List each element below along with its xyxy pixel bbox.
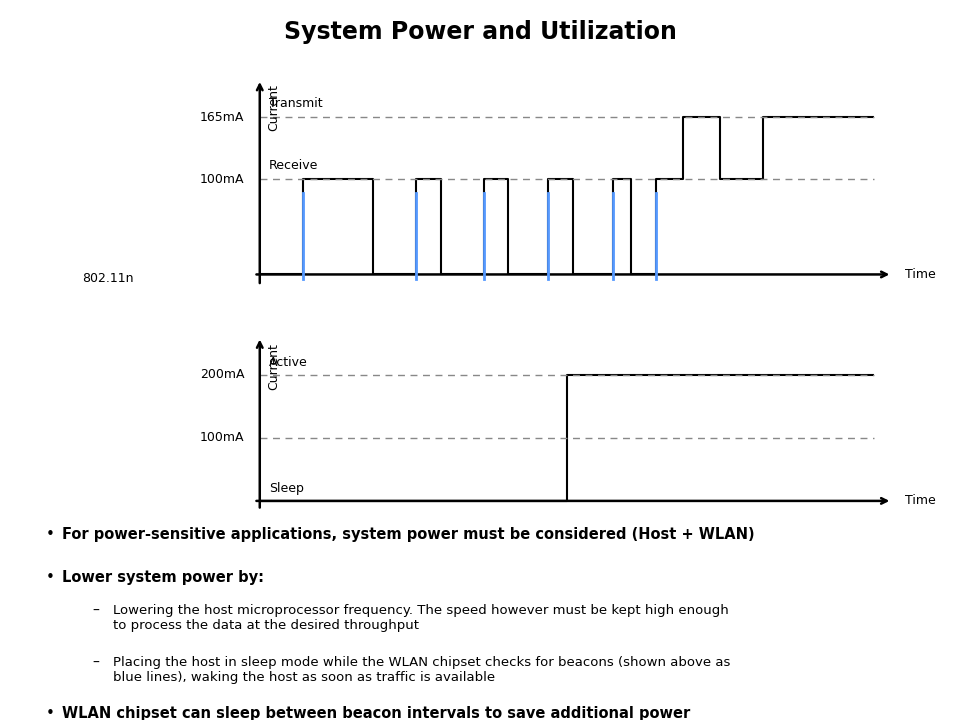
Text: TEXAS
INSTRUMENTS: TEXAS INSTRUMENTS <box>114 451 164 465</box>
Text: –: – <box>92 604 100 618</box>
Text: Receive: Receive <box>269 158 319 171</box>
Text: Current: Current <box>267 343 280 390</box>
Text: System Power and Utilization: System Power and Utilization <box>283 20 677 44</box>
Text: 200mA: 200mA <box>200 368 245 381</box>
Text: ✓: ✓ <box>84 229 93 238</box>
Text: Placing the host in sleep mode while the WLAN chipset checks for beacons (shown : Placing the host in sleep mode while the… <box>113 656 731 684</box>
Text: 100mA: 100mA <box>200 431 245 444</box>
Text: Current: Current <box>267 84 280 131</box>
Text: –: – <box>92 656 100 670</box>
Text: Sleep: Sleep <box>269 482 304 495</box>
Text: •: • <box>46 706 55 720</box>
Text: ✓: ✓ <box>84 454 93 463</box>
Text: 100mA: 100mA <box>200 173 245 186</box>
Text: 165mA: 165mA <box>200 111 245 124</box>
Text: •: • <box>46 527 55 542</box>
Text: TEXAS
INSTRUMENTS: TEXAS INSTRUMENTS <box>114 227 164 240</box>
Text: Lowering the host microprocessor frequency. The speed however must be kept high : Lowering the host microprocessor frequen… <box>113 604 729 632</box>
Text: Active: Active <box>269 356 308 369</box>
Text: •: • <box>46 570 55 585</box>
Text: Time: Time <box>904 268 935 281</box>
Text: Lower system power by:: Lower system power by: <box>62 570 264 585</box>
Text: WLAN chipset can sleep between beacon intervals to save additional power: WLAN chipset can sleep between beacon in… <box>62 706 690 720</box>
Text: For power-sensitive applications, system power must be considered (Host + WLAN): For power-sensitive applications, system… <box>62 527 755 542</box>
Text: Host: Host <box>81 393 134 413</box>
Text: Time: Time <box>904 495 935 508</box>
Text: 802.11n: 802.11n <box>82 272 133 285</box>
Text: WLAN: WLAN <box>73 168 142 188</box>
Text: Transmit: Transmit <box>269 96 323 109</box>
